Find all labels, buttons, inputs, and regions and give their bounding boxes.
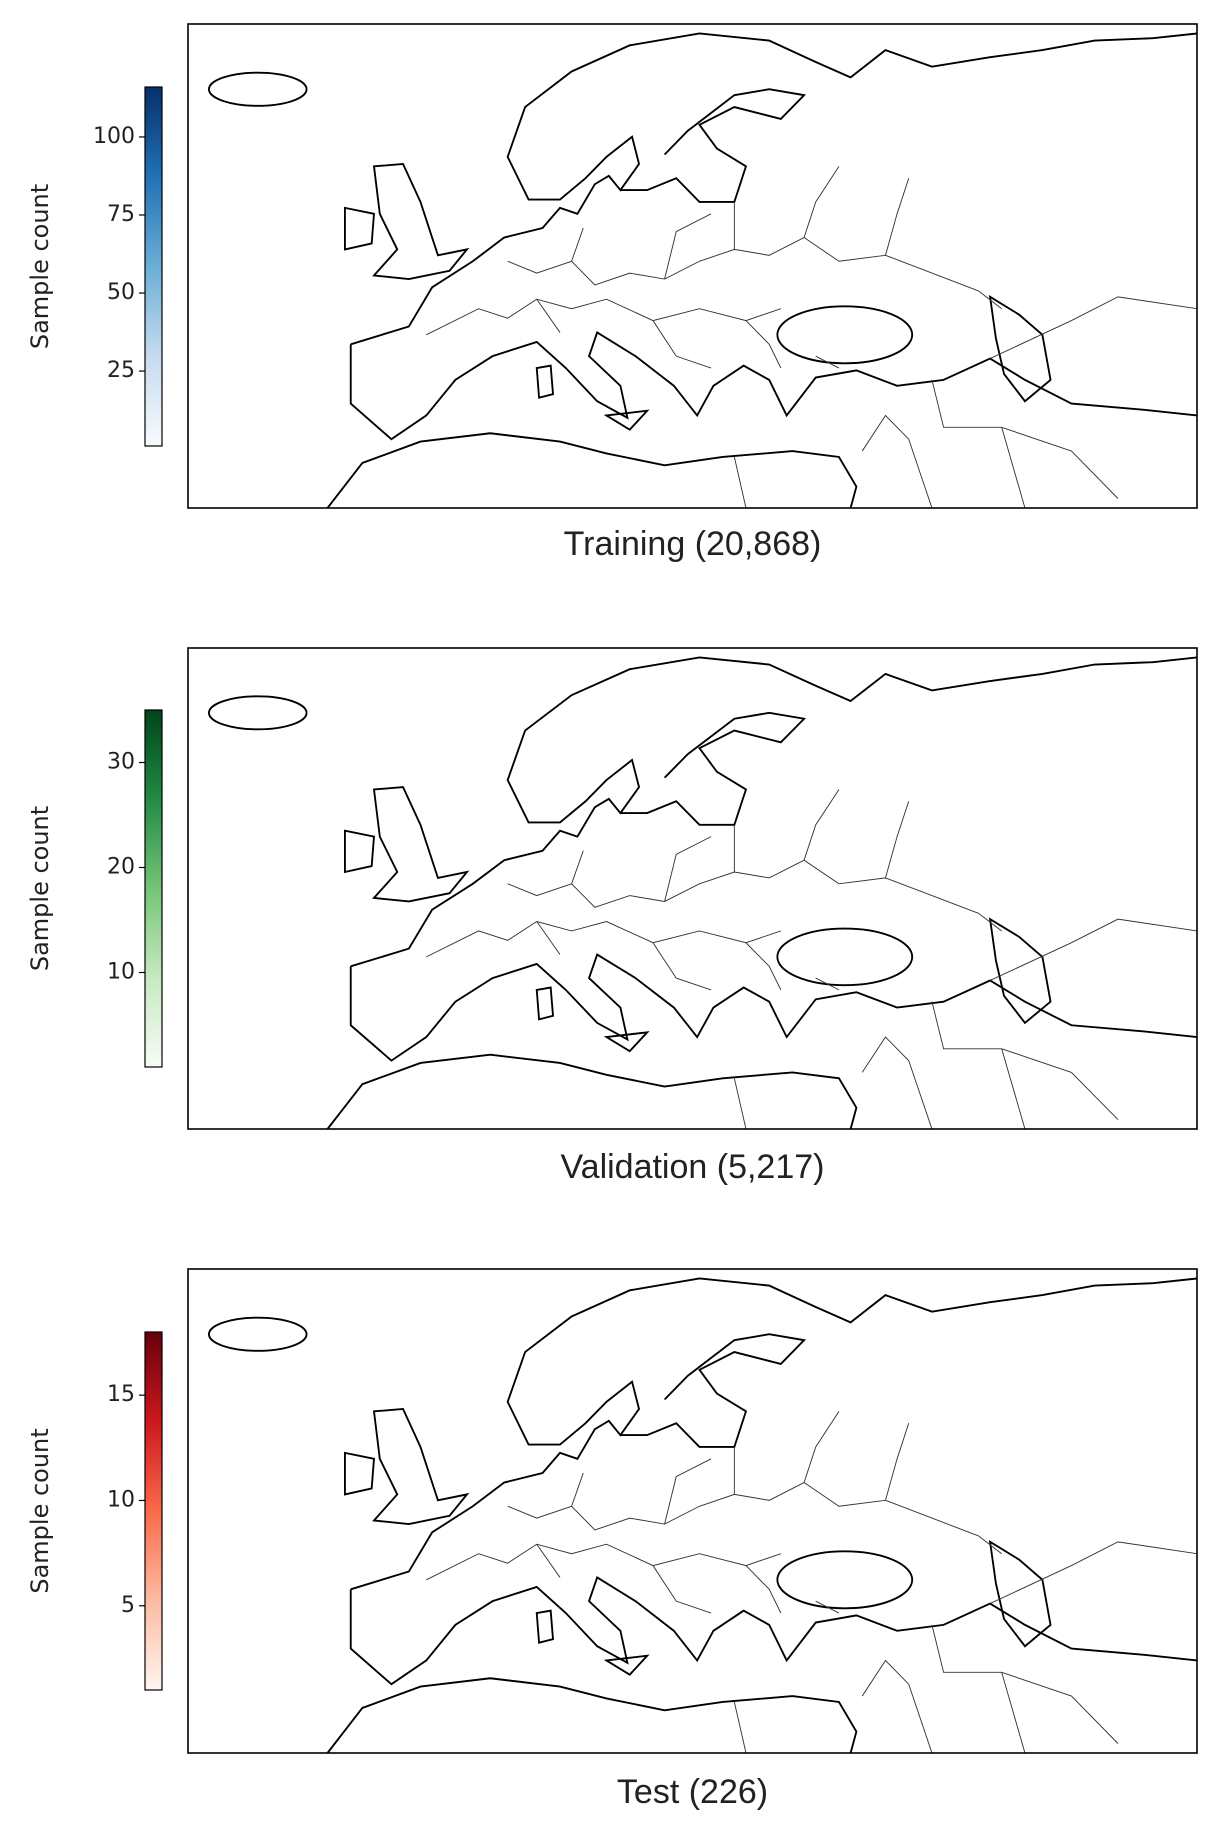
map-outline	[207, 656, 1197, 1129]
colorbar-tick-label: 50	[107, 280, 135, 305]
panel-title: Validation (5,217)	[561, 1148, 825, 1186]
colorbar-tick-label: 20	[107, 855, 135, 880]
colorbar	[144, 86, 163, 447]
colorbar-tick-label: 5	[121, 1593, 135, 1618]
colorbar-tick-label: 25	[107, 358, 135, 383]
colorbar-tick-label: 100	[93, 124, 135, 149]
colorbar	[144, 709, 163, 1068]
map-frame	[187, 1268, 1198, 1754]
panel-title: Test (226)	[617, 1773, 768, 1811]
colorbar-tick-label: 30	[107, 750, 135, 775]
colorbar-tick-label: 10	[107, 1487, 135, 1512]
map-outline	[207, 32, 1197, 508]
colorbar-label: Sample count	[26, 806, 54, 971]
colorbar-tick-label: 15	[107, 1382, 135, 1407]
colorbar-label: Sample count	[26, 184, 54, 349]
colorbar-tick-label: 10	[107, 960, 135, 985]
map-frame	[187, 23, 1198, 509]
colorbar-label: Sample count	[26, 1428, 54, 1593]
colorbar-tick-label: 75	[107, 202, 135, 227]
map-frame	[187, 647, 1198, 1130]
panel-title: Training (20,868)	[564, 525, 822, 563]
colorbar	[144, 1331, 163, 1691]
map-outline	[207, 1277, 1197, 1753]
